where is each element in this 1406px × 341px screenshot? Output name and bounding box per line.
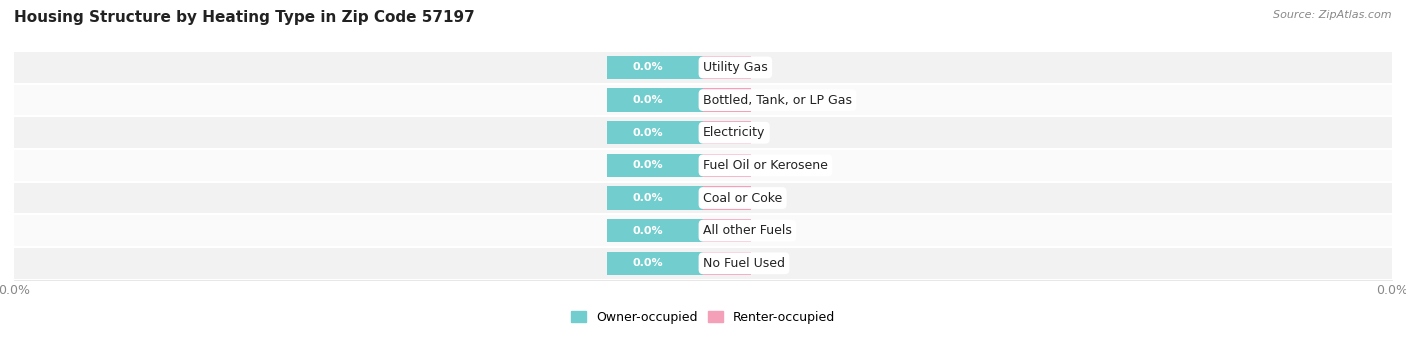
Text: 0.0%: 0.0% bbox=[633, 128, 664, 138]
Text: Bottled, Tank, or LP Gas: Bottled, Tank, or LP Gas bbox=[703, 94, 852, 107]
Text: 0.0%: 0.0% bbox=[716, 160, 745, 170]
Text: 0.0%: 0.0% bbox=[633, 160, 664, 170]
Text: 0.0%: 0.0% bbox=[633, 95, 664, 105]
Bar bbox=[703, 219, 751, 242]
Text: 0.0%: 0.0% bbox=[716, 95, 745, 105]
Text: 0.0%: 0.0% bbox=[716, 258, 745, 268]
Bar bbox=[14, 84, 1392, 116]
Bar bbox=[606, 88, 703, 112]
Text: Utility Gas: Utility Gas bbox=[703, 61, 768, 74]
Bar bbox=[14, 247, 1392, 280]
Text: Electricity: Electricity bbox=[703, 126, 765, 139]
Bar bbox=[606, 121, 703, 145]
Text: 0.0%: 0.0% bbox=[633, 258, 664, 268]
Text: 0.0%: 0.0% bbox=[633, 62, 664, 73]
Bar bbox=[606, 186, 703, 210]
Bar bbox=[703, 154, 751, 177]
Bar bbox=[703, 252, 751, 275]
Bar bbox=[606, 252, 703, 275]
Text: 0.0%: 0.0% bbox=[716, 62, 745, 73]
Bar bbox=[14, 182, 1392, 214]
Bar bbox=[703, 121, 751, 145]
Bar bbox=[14, 214, 1392, 247]
Bar bbox=[703, 88, 751, 112]
Legend: Owner-occupied, Renter-occupied: Owner-occupied, Renter-occupied bbox=[571, 311, 835, 324]
Text: 0.0%: 0.0% bbox=[716, 193, 745, 203]
Bar bbox=[14, 51, 1392, 84]
Bar bbox=[14, 116, 1392, 149]
Text: 0.0%: 0.0% bbox=[716, 226, 745, 236]
Bar bbox=[14, 149, 1392, 182]
Bar bbox=[606, 154, 703, 177]
Text: All other Fuels: All other Fuels bbox=[703, 224, 792, 237]
Bar bbox=[703, 56, 751, 79]
Bar bbox=[606, 219, 703, 242]
Text: Source: ZipAtlas.com: Source: ZipAtlas.com bbox=[1274, 10, 1392, 20]
Text: 0.0%: 0.0% bbox=[633, 193, 664, 203]
Text: Fuel Oil or Kerosene: Fuel Oil or Kerosene bbox=[703, 159, 828, 172]
Text: Coal or Coke: Coal or Coke bbox=[703, 192, 782, 205]
Text: Housing Structure by Heating Type in Zip Code 57197: Housing Structure by Heating Type in Zip… bbox=[14, 10, 475, 25]
Text: No Fuel Used: No Fuel Used bbox=[703, 257, 785, 270]
Bar bbox=[703, 186, 751, 210]
Text: 0.0%: 0.0% bbox=[716, 128, 745, 138]
Text: 0.0%: 0.0% bbox=[633, 226, 664, 236]
Bar bbox=[606, 56, 703, 79]
